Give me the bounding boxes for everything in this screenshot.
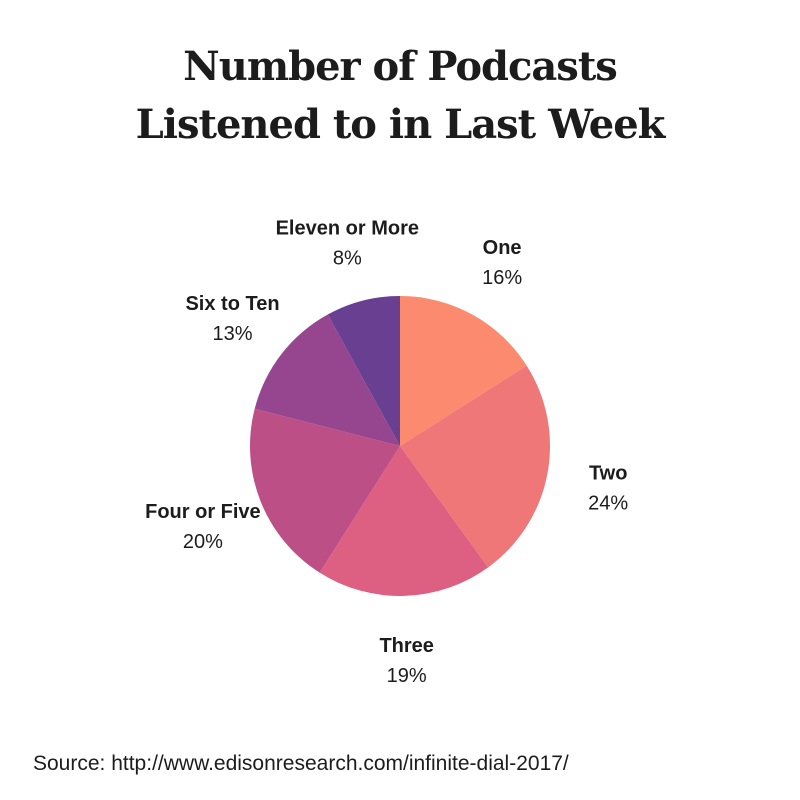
slice-value: 24% <box>588 493 628 515</box>
chart-title: Number of Podcasts Listened to in Last W… <box>0 38 800 154</box>
slice-name: Two <box>589 463 628 485</box>
slice-label-six-to-ten: Six to Ten 13% <box>185 293 279 345</box>
slice-name: Eleven or More <box>276 218 419 240</box>
pie-slices <box>249 296 550 596</box>
pie-slice-four-or-five <box>249 408 400 573</box>
slice-value: 16% <box>482 267 522 289</box>
pie-slice-two <box>400 365 550 568</box>
pie-slice-three <box>319 446 489 596</box>
pie-slice-eleven-or-more <box>327 296 400 446</box>
slice-label-three: Three 19% <box>379 635 433 687</box>
slice-value: 8% <box>333 248 362 270</box>
pie-slice-six-to-ten <box>254 314 400 446</box>
chart-title-line-1: Number of Podcasts <box>183 43 618 90</box>
slice-label-four-or-five: Four or Five 20% <box>145 501 261 553</box>
pie-labels: One 16% Two 24% Three 19% Four or Five 20% Six t… <box>145 218 628 687</box>
slice-value: 13% <box>212 323 252 345</box>
source-note: Source: http://www.edisonresearch.com/in… <box>33 752 569 775</box>
slice-value: 19% <box>387 665 427 687</box>
slice-name: Four or Five <box>145 501 261 523</box>
slice-name: Three <box>379 635 433 657</box>
slice-value: 20% <box>183 531 223 553</box>
slice-label-one: One 16% <box>482 237 522 289</box>
chart-title-line-2: Listened to in Last Week <box>135 101 666 148</box>
slice-name: One <box>483 237 522 259</box>
slice-label-two: Two 24% <box>588 463 628 515</box>
slice-name: Six to Ten <box>185 293 279 315</box>
slice-label-eleven-or-more: Eleven or More 8% <box>276 218 419 270</box>
pie-slice-one <box>400 296 527 446</box>
